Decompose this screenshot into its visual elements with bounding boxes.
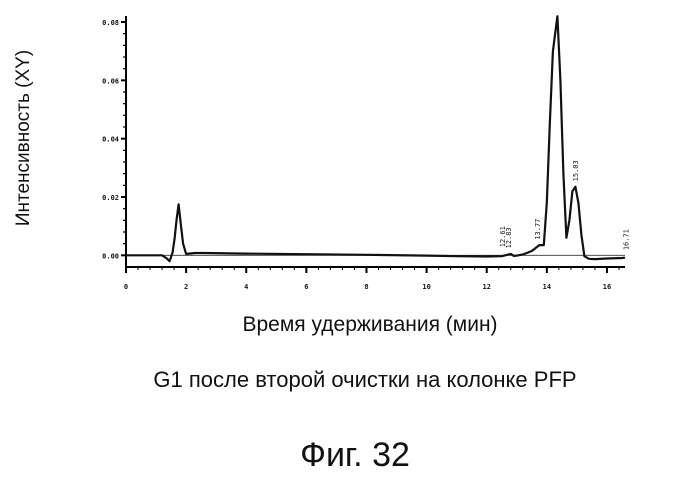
peak-label: 15.03 — [572, 160, 580, 181]
x-axis-label: Время удерживания (мин) — [242, 313, 498, 336]
x-tick-label: 10 — [422, 283, 430, 291]
figure-caption: G1 после второй очистки на колонке PFP — [153, 367, 577, 392]
x-tick-label: 12 — [483, 283, 491, 291]
x-tick-label: 16 — [603, 283, 611, 291]
x-axis: 0 2 4 6 8 10 12 14 16 — [124, 266, 625, 291]
y-axis: 0.00 0.02 0.04 0.06 0.08 — [102, 16, 127, 267]
y-tick-label: 0.02 — [102, 194, 119, 202]
series-group — [126, 15, 626, 263]
figure-number: Фиг. 32 — [300, 436, 410, 474]
peak-label: 13.77 — [534, 219, 542, 240]
y-tick-label: 0.08 — [102, 19, 119, 27]
x-tick-label: 14 — [543, 283, 551, 291]
x-tick-label: 4 — [244, 283, 248, 291]
x-tick-label: 6 — [304, 283, 308, 291]
series-line — [126, 15, 626, 263]
y-axis-label: Интенсивность (XY) — [13, 49, 34, 227]
peak-label: 12.83 — [505, 227, 513, 248]
x-tick-label: 2 — [184, 283, 188, 291]
y-tick-label: 0.00 — [102, 252, 119, 260]
x-tick-label: 0 — [124, 283, 128, 291]
peak-label: 16.71 — [622, 229, 630, 250]
y-tick-label: 0.04 — [102, 136, 119, 144]
x-tick-label: 8 — [364, 283, 368, 291]
y-tick-label: 0.06 — [102, 77, 119, 85]
peak-label: 12.61 — [499, 226, 507, 247]
